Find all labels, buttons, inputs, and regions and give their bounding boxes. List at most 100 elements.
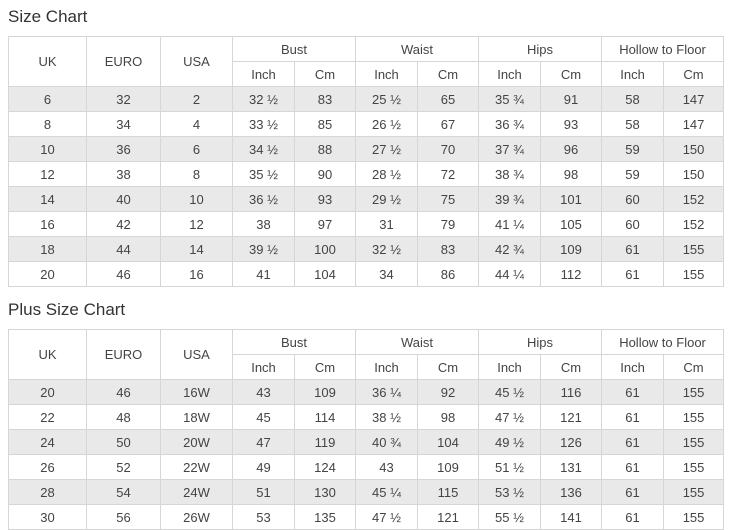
- size-chart-table: UK EURO USA Bust Waist Hips Hollow to Floor Inc…: [8, 36, 725, 287]
- table-cell: 53: [232, 504, 295, 530]
- table-cell: 91: [540, 86, 603, 112]
- table-cell: 155: [663, 261, 725, 287]
- table-cell: 61: [601, 404, 665, 430]
- table-cell: 53 ½: [478, 479, 542, 505]
- table-cell: 115: [417, 479, 480, 505]
- table-cell: 14: [8, 186, 87, 212]
- table-cell: 12: [160, 211, 233, 237]
- group-header: Waist: [355, 36, 480, 62]
- unit-header: Cm: [417, 61, 480, 87]
- table-cell: 42 ¾: [478, 236, 542, 262]
- table-cell: 16: [8, 211, 87, 237]
- table-row: 12 38 8 35 ½ 90 28 ½ 72 38 ¾ 98 59 150: [8, 161, 725, 187]
- table-cell: 8: [160, 161, 233, 187]
- table-cell: 150: [663, 136, 725, 162]
- unit-header: Cm: [417, 354, 480, 380]
- table-cell: 109: [293, 379, 357, 405]
- table-row: 6 32 2 32 ½ 83 25 ½ 65 35 ¾ 91 58 147: [8, 86, 725, 112]
- table-cell: 83: [293, 86, 357, 112]
- table-row: 20 46 16W 43 109 36 ¼ 92 45 ½ 116 61 155: [8, 379, 725, 405]
- plus-size-chart-title: Plus Size Chart: [8, 300, 126, 319]
- table-cell: 26 ½: [355, 111, 419, 137]
- table-row: 24 50 20W 47 119 40 ¾ 104 49 ½ 126 61 155: [8, 429, 725, 455]
- table-cell: 29 ½: [355, 186, 419, 212]
- table-cell: 22: [8, 404, 87, 430]
- table-cell: 51 ½: [478, 454, 542, 480]
- table-cell: 155: [663, 454, 725, 480]
- table-cell: 44: [86, 236, 161, 262]
- table-row: 14 40 10 36 ½ 93 29 ½ 75 39 ¾ 101 60 152: [8, 186, 725, 212]
- header-row-units: Inch Cm Inch Cm Inch Cm Inch Cm: [9, 354, 725, 380]
- table-row: 18 44 14 39 ½ 100 32 ½ 83 42 ¾ 109 61 155: [8, 236, 725, 262]
- table-cell: 47: [232, 429, 295, 455]
- table-cell: 33 ½: [232, 111, 295, 137]
- table-cell: 56: [86, 504, 161, 530]
- table-cell: 85: [293, 111, 357, 137]
- table-cell: 70: [417, 136, 480, 162]
- table-cell: 32 ½: [232, 86, 295, 112]
- unit-header: Cm: [293, 354, 357, 380]
- table-cell: 155: [663, 479, 725, 505]
- table-cell: 41: [232, 261, 295, 287]
- table-cell: 114: [293, 404, 357, 430]
- table-cell: 28: [8, 479, 87, 505]
- table-cell: 27 ½: [355, 136, 419, 162]
- table-cell: 44 ¼: [478, 261, 542, 287]
- table-cell: 59: [601, 136, 665, 162]
- table-cell: 6: [160, 136, 233, 162]
- unit-header: Cm: [663, 354, 725, 380]
- table-cell: 121: [540, 404, 603, 430]
- table-row: 30 56 26W 53 135 47 ½ 121 55 ½ 141 61 155: [8, 504, 725, 530]
- table-cell: 75: [417, 186, 480, 212]
- table-cell: 97: [293, 211, 357, 237]
- table-cell: 12: [8, 161, 87, 187]
- table-cell: 31: [355, 211, 419, 237]
- table-cell: 40: [86, 186, 161, 212]
- table-cell: 61: [601, 429, 665, 455]
- group-header: Hollow to Floor: [601, 329, 725, 355]
- table-cell: 112: [540, 261, 603, 287]
- table-cell: 35 ¾: [478, 86, 542, 112]
- table-cell: 47 ½: [478, 404, 542, 430]
- table-cell: 45 ¼: [355, 479, 419, 505]
- table-cell: 72: [417, 161, 480, 187]
- table-cell: 60: [601, 186, 665, 212]
- table-cell: 61: [601, 479, 665, 505]
- table-cell: 61: [601, 261, 665, 287]
- table-cell: 20W: [160, 429, 233, 455]
- table-cell: 50: [86, 429, 161, 455]
- table-cell: 40 ¾: [355, 429, 419, 455]
- size-chart-section: Size Chart UK EURO USA Bust Waist Hips Hollow …: [8, 7, 725, 287]
- unit-header: Cm: [293, 61, 357, 87]
- header-row-groups: UK EURO USA Bust Waist Hips Hollow to Floor: [8, 329, 725, 380]
- group-header: Hips: [478, 329, 603, 355]
- group-header: Waist: [355, 329, 480, 355]
- unit-header: Inch: [478, 354, 542, 380]
- table-cell: 136: [540, 479, 603, 505]
- table-cell: 58: [601, 86, 665, 112]
- table-cell: 48: [86, 404, 161, 430]
- table-cell: 36 ½: [232, 186, 295, 212]
- table-cell: 25 ½: [355, 86, 419, 112]
- table-cell: 104: [417, 429, 480, 455]
- table-cell: 96: [540, 136, 603, 162]
- table-cell: 83: [417, 236, 480, 262]
- table-cell: 38: [86, 161, 161, 187]
- table-row: 28 54 24W 51 130 45 ¼ 115 53 ½ 136 61 155: [8, 479, 725, 505]
- group-header: Hips: [478, 36, 603, 62]
- table-cell: 119: [293, 429, 357, 455]
- table-cell: 45: [232, 404, 295, 430]
- table-cell: 104: [293, 261, 357, 287]
- table-row: 10 36 6 34 ½ 88 27 ½ 70 37 ¾ 96 59 150: [8, 136, 725, 162]
- table-cell: 43: [232, 379, 295, 405]
- table-cell: 67: [417, 111, 480, 137]
- table-cell: 130: [293, 479, 357, 505]
- table-cell: 22W: [160, 454, 233, 480]
- table-cell: 34: [86, 111, 161, 137]
- table-cell: 18: [8, 236, 87, 262]
- size-chart-title: Size Chart: [8, 7, 88, 26]
- table-cell: 24: [8, 429, 87, 455]
- table-cell: 88: [293, 136, 357, 162]
- unit-header: Inch: [601, 354, 665, 380]
- table-cell: 2: [160, 86, 233, 112]
